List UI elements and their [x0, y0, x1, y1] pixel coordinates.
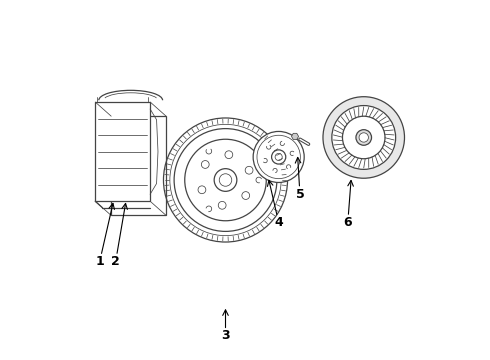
- Text: 2: 2: [111, 255, 120, 268]
- Circle shape: [253, 131, 304, 183]
- Circle shape: [359, 133, 368, 142]
- Polygon shape: [95, 102, 150, 201]
- Polygon shape: [292, 133, 298, 139]
- Circle shape: [323, 97, 405, 178]
- Text: 3: 3: [221, 329, 230, 342]
- Circle shape: [356, 130, 371, 145]
- Text: 6: 6: [343, 216, 352, 229]
- Text: 1: 1: [95, 255, 104, 268]
- Circle shape: [332, 105, 395, 169]
- Text: 5: 5: [295, 188, 304, 201]
- Text: 4: 4: [274, 216, 283, 229]
